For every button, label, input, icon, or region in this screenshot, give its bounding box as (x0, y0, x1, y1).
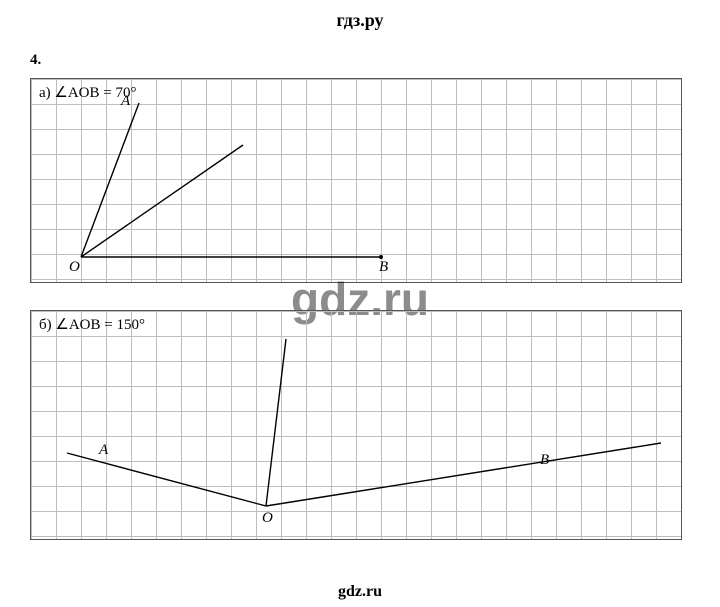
point-O-a: O (69, 259, 80, 275)
problem-number: 4. (30, 52, 41, 69)
diagram-b-svg: O A B (31, 311, 681, 539)
point-A-a: A (120, 93, 131, 109)
point-B-b: B (540, 452, 549, 468)
diagram-a-svg: O B A (31, 79, 681, 282)
diagram-b: б) ∠AOB = 150° O A B (30, 310, 682, 540)
point-B-a: B (379, 259, 388, 275)
site-footer: gdz.ru (0, 583, 720, 601)
point-O-b: O (262, 510, 273, 526)
diagram-a: а) ∠AOB = 70° O B A (30, 78, 682, 283)
site-header: гдз.ру (0, 0, 720, 31)
point-A-b: A (98, 442, 109, 458)
